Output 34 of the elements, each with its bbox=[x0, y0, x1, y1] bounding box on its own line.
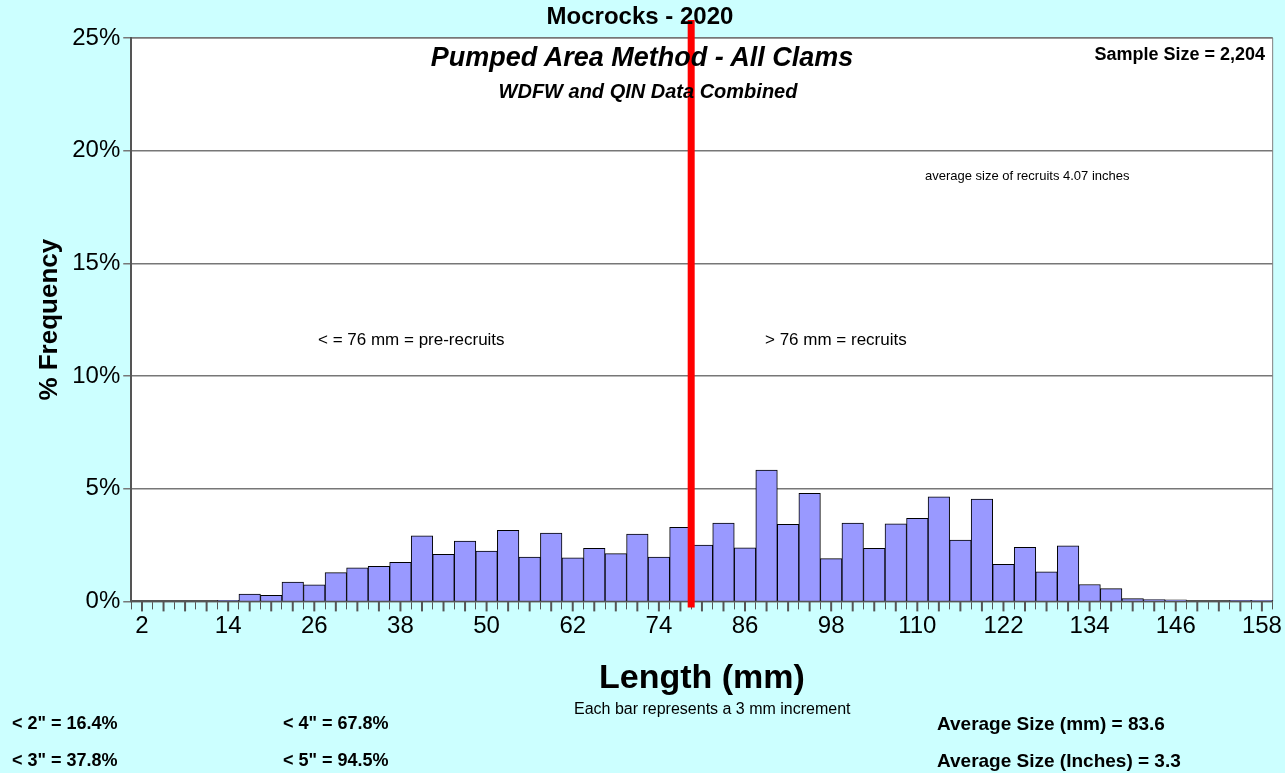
x-tick-label: 14 bbox=[214, 611, 242, 639]
annotation: > 76 mm = recruits bbox=[765, 330, 907, 350]
y-tick-label: 20% bbox=[72, 135, 121, 163]
x-tick-label: 50 bbox=[473, 611, 500, 639]
chart-title: Mocrocks - 2020 bbox=[546, 2, 734, 30]
x-tick-label: 38 bbox=[387, 611, 414, 639]
x-tick-label: 62 bbox=[559, 611, 587, 639]
x-tick-label: 158 bbox=[1241, 611, 1282, 639]
annotation: < = 76 mm = pre-recruits bbox=[318, 330, 505, 350]
x-tick-label: 26 bbox=[300, 611, 328, 639]
text: < 3" = 37.8% bbox=[12, 750, 118, 771]
x-tick-label: 134 bbox=[1069, 611, 1110, 639]
x-tick-label: 86 bbox=[731, 611, 759, 639]
x-tick-label: 122 bbox=[983, 611, 1024, 639]
y-tick-label: 25% bbox=[72, 22, 121, 50]
text: < 5" = 94.5% bbox=[283, 750, 389, 771]
text: < 4" = 67.8% bbox=[283, 713, 389, 734]
x-tick-label: 74 bbox=[645, 611, 673, 639]
text: < 2" = 16.4% bbox=[12, 713, 118, 734]
x-tick-label: 146 bbox=[1155, 611, 1196, 639]
annotation: average size of recruits 4.07 inches bbox=[925, 168, 1130, 183]
annotation: Sample Size = 2,204 bbox=[1094, 44, 1265, 65]
y-tick-label: 10% bbox=[72, 360, 121, 388]
y-tick-label: 0% bbox=[85, 586, 121, 614]
y-tick-label: 5% bbox=[85, 473, 121, 501]
text: Average Size (Inches) = 3.3 bbox=[937, 750, 1181, 772]
x-axis-title: Length (mm) bbox=[599, 656, 805, 695]
x-tick-label: 2 bbox=[135, 611, 149, 639]
text: Each bar represents a 3 mm increment bbox=[574, 700, 851, 718]
x-tick-label: 110 bbox=[898, 611, 937, 639]
text: Average Size (mm) = 83.6 bbox=[937, 713, 1165, 735]
y-axis-title: % Frequency bbox=[32, 238, 63, 401]
y-tick-label: 15% bbox=[72, 247, 121, 275]
x-tick-label: 98 bbox=[817, 611, 845, 639]
